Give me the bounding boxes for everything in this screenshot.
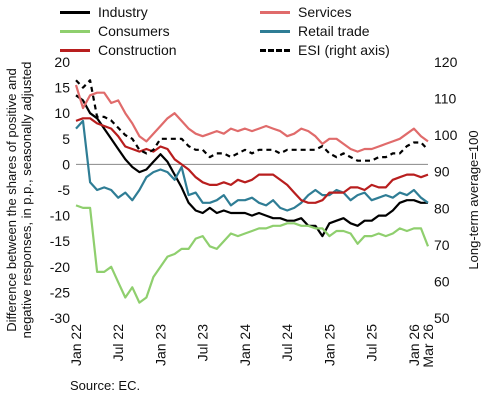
left-tick-label: 20 (54, 54, 70, 70)
y-axis-label-right: Long-term average=100 (466, 130, 481, 269)
series-line-construction (75, 117, 429, 204)
x-tick-label: Jan 22 (68, 324, 84, 366)
series-line-retail-trade (75, 119, 429, 212)
left-tick-label: -15 (50, 233, 70, 249)
legend-label: Consumers (98, 23, 170, 39)
source-note: Source: EC. (70, 378, 141, 393)
right-tick-label: 100 (434, 127, 458, 143)
left-axis-ticks: -30 -25 -20 -15 -10 -5 0 5 10 15 20 (50, 54, 70, 326)
legend-label: Services (298, 4, 352, 20)
legend-label: Industry (98, 4, 148, 20)
legend-label: Retail trade (298, 23, 370, 39)
x-tick-label: Jul 24 (279, 324, 295, 362)
legend-swatch (60, 48, 90, 52)
series-line-services (74, 84, 429, 153)
left-tick-label: -30 (50, 310, 70, 326)
x-tick-label: Jan 26 (406, 324, 422, 366)
right-tick-label: 50 (434, 310, 450, 326)
y-axis-label-left-line2: negative responses, in p.p., seasonally … (19, 62, 34, 339)
series-group (74, 79, 430, 304)
left-tick-label: 10 (54, 105, 70, 121)
left-tick-label: -20 (50, 259, 70, 275)
legend-swatch (60, 10, 90, 14)
right-tick-label: 90 (434, 164, 450, 180)
legend-item: Construction (60, 42, 177, 58)
right-axis-ticks: 50 60 70 80 90 100 110 120 (434, 54, 458, 326)
legend-label: ESI (right axis) (298, 42, 390, 58)
x-tick-label: Jan 23 (152, 324, 168, 366)
right-tick-label: 70 (434, 237, 450, 253)
x-tick-label: Jul 25 (364, 324, 380, 362)
x-tick-label: Mar 26 (420, 324, 436, 368)
legend-item: Services (260, 4, 352, 20)
x-tick-label: Jan 25 (321, 324, 337, 366)
legend-item: Consumers (60, 23, 170, 39)
x-axis-ticks: Jan 22 Jul 22 Jan 23 Jul 23 Jan 24 Jul 24 Jan … (68, 324, 436, 368)
left-tick-label: 5 (62, 131, 70, 147)
right-tick-label: 80 (434, 200, 450, 216)
legend-label: Construction (98, 42, 177, 58)
y-axis-label-left: Difference between the shares of positiv… (4, 68, 19, 332)
left-tick-label: -5 (58, 182, 71, 198)
legend-swatch (260, 10, 290, 14)
left-tick-label: -10 (50, 208, 70, 224)
x-tick-label: Jan 24 (237, 324, 253, 366)
legend-item: Industry (60, 4, 148, 20)
series-line-esi-right-axis (75, 79, 429, 162)
legend-item: Retail trade (260, 23, 370, 39)
left-tick-label: 0 (62, 156, 70, 172)
legend-swatch (60, 29, 90, 33)
left-tick-label: -25 (50, 284, 70, 300)
series-line-industry (75, 94, 428, 238)
legend-swatch (260, 29, 290, 33)
legend-swatch (260, 48, 290, 52)
legend-item: ESI (right axis) (260, 42, 390, 58)
x-tick-label: Jul 22 (110, 324, 126, 362)
right-tick-label: 110 (434, 91, 457, 107)
series-line-consumers (75, 204, 430, 304)
right-tick-label: 120 (434, 54, 458, 70)
left-tick-label: 15 (54, 80, 70, 96)
x-tick-label: Jul 23 (195, 324, 211, 362)
right-tick-label: 60 (434, 273, 450, 289)
